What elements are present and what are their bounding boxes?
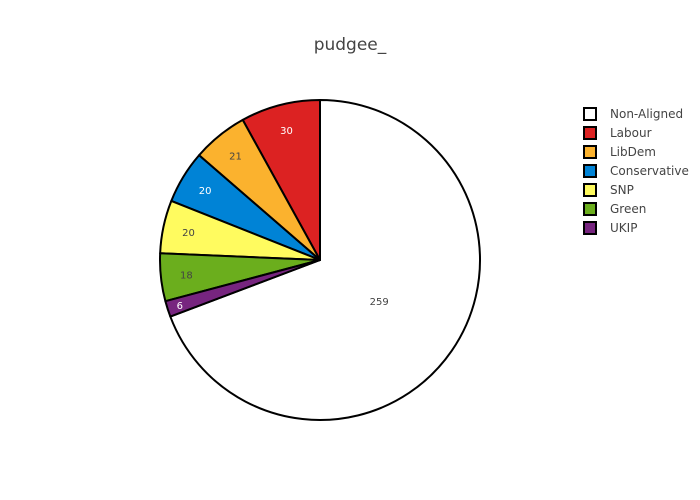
slice-value-label: 30 bbox=[280, 126, 293, 137]
legend: Non-Aligned Labour LibDem Conservative SNP Gr… bbox=[583, 107, 689, 235]
slice-labels: 259 30 21 20 20 18 6 bbox=[177, 126, 389, 312]
chart-title: pudgee_ bbox=[314, 35, 387, 55]
slice-ukip[interactable] bbox=[164, 259, 321, 318]
legend-label: UKIP bbox=[610, 221, 637, 235]
legend-swatch bbox=[583, 183, 597, 197]
legend-item-labour[interactable]: Labour bbox=[583, 126, 652, 140]
legend-item-conservative[interactable]: Conservative bbox=[583, 164, 689, 178]
slice-value-label: 20 bbox=[199, 186, 212, 197]
legend-swatch bbox=[583, 145, 597, 159]
slice-value-label: 20 bbox=[182, 228, 195, 239]
legend-label: SNP bbox=[610, 183, 634, 197]
slice-value-label: 259 bbox=[370, 297, 389, 308]
legend-item-ukip[interactable]: UKIP bbox=[583, 221, 637, 235]
legend-swatch bbox=[583, 221, 597, 235]
legend-label: Conservative bbox=[610, 164, 689, 178]
legend-label: LibDem bbox=[610, 145, 656, 159]
legend-item-non-aligned[interactable]: Non-Aligned bbox=[583, 107, 683, 121]
legend-item-green[interactable]: Green bbox=[583, 202, 646, 216]
slice-value-label: 18 bbox=[180, 271, 193, 282]
slice-non-aligned[interactable] bbox=[169, 99, 481, 421]
pie-slices bbox=[159, 99, 481, 421]
legend-swatch bbox=[583, 126, 597, 140]
legend-swatch bbox=[583, 107, 597, 121]
legend-label: Green bbox=[610, 202, 646, 216]
legend-label: Non-Aligned bbox=[610, 107, 683, 121]
legend-item-snp[interactable]: SNP bbox=[583, 183, 634, 197]
slice-value-label: 21 bbox=[229, 152, 242, 163]
slice-value-label: 6 bbox=[177, 301, 183, 312]
legend-swatch bbox=[583, 202, 597, 216]
legend-label: Labour bbox=[610, 126, 652, 140]
legend-swatch bbox=[583, 164, 597, 178]
legend-item-libdem[interactable]: LibDem bbox=[583, 145, 656, 159]
